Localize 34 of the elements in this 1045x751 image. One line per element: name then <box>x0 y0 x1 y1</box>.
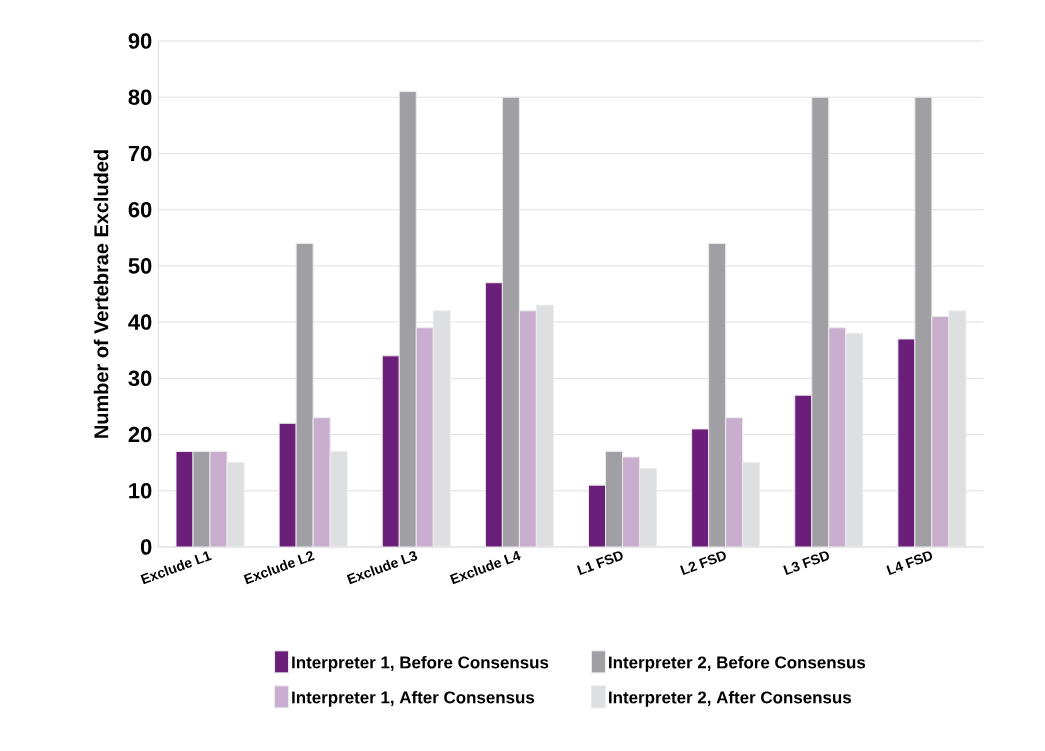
legend-label: Interpreter 2, After Consensus <box>609 691 851 707</box>
y-tick-label: 10 <box>129 483 152 499</box>
y-tick-label: 30 <box>128 370 152 387</box>
x-tick-label: L4 FSD <box>886 551 933 576</box>
bar <box>398 91 417 547</box>
y-tick-label: 0 <box>140 539 152 555</box>
x-tick-label: L1 FSD <box>576 551 623 576</box>
bar <box>794 394 813 547</box>
y-tick-label: 80 <box>128 89 152 105</box>
bar <box>518 310 537 547</box>
y-axis-title: Number of Vertebrae Excluded <box>93 150 109 438</box>
bar <box>605 450 624 547</box>
x-tick-label: L3 FSD <box>783 551 829 576</box>
bar <box>708 242 727 547</box>
bar <box>828 327 847 547</box>
bar <box>381 355 400 547</box>
y-tick-label: 50 <box>128 258 152 274</box>
bar <box>501 96 520 547</box>
x-tick-label: L2 FSD <box>680 551 726 576</box>
legend-label: Interpreter 2, Before Consensus <box>609 656 866 672</box>
bar <box>588 484 607 547</box>
bar <box>691 428 710 547</box>
legend-label: Interpreter 1, Before Consensus <box>292 656 549 672</box>
bar <box>622 456 641 547</box>
bar <box>484 282 503 547</box>
y-tick-label: 70 <box>128 145 152 162</box>
bar <box>415 327 434 547</box>
y-tick-label: 40 <box>128 314 152 330</box>
y-tick-label: 90 <box>128 33 152 49</box>
y-tick-label: 60 <box>128 201 152 218</box>
bar <box>725 417 744 547</box>
bar <box>811 96 830 547</box>
y-tick-label: 20 <box>128 426 152 443</box>
legend-label: Interpreter 1, After Consensus <box>292 691 535 707</box>
